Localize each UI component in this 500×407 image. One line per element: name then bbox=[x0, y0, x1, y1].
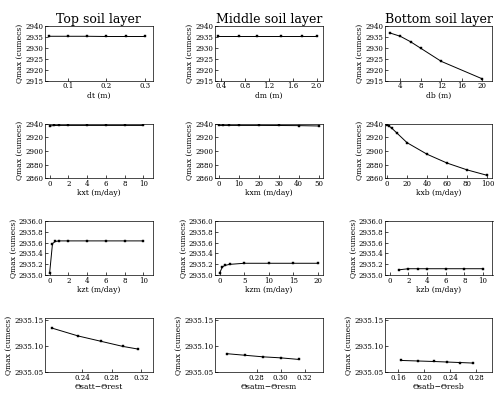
X-axis label: dt (m): dt (m) bbox=[87, 92, 110, 100]
X-axis label: db (m): db (m) bbox=[426, 92, 452, 100]
Y-axis label: Qmax (cumecs): Qmax (cumecs) bbox=[16, 24, 24, 83]
Y-axis label: Qmax (cumecs): Qmax (cumecs) bbox=[345, 315, 353, 375]
Y-axis label: Qmax (cumecs): Qmax (cumecs) bbox=[10, 219, 18, 278]
Y-axis label: Qmax (cumecs): Qmax (cumecs) bbox=[356, 24, 364, 83]
Title: Middle soil layer: Middle soil layer bbox=[216, 13, 322, 26]
X-axis label: kzb (m/day): kzb (m/day) bbox=[416, 286, 462, 294]
Y-axis label: Qmax (cumecs): Qmax (cumecs) bbox=[5, 315, 13, 375]
Y-axis label: Qmax (cumecs): Qmax (cumecs) bbox=[180, 219, 188, 278]
Y-axis label: Qmax (cumecs): Qmax (cumecs) bbox=[16, 121, 24, 180]
X-axis label: Θsatb−Θresb: Θsatb−Θresb bbox=[413, 383, 465, 391]
Y-axis label: Qmax (cumecs): Qmax (cumecs) bbox=[350, 219, 358, 278]
Y-axis label: Qmax (cumecs): Qmax (cumecs) bbox=[186, 121, 194, 180]
Y-axis label: Qmax (cumecs): Qmax (cumecs) bbox=[356, 121, 364, 180]
Y-axis label: Qmax (cumecs): Qmax (cumecs) bbox=[186, 24, 194, 83]
X-axis label: kzm (m/day): kzm (m/day) bbox=[245, 286, 292, 294]
X-axis label: kzt (m/day): kzt (m/day) bbox=[77, 286, 120, 294]
X-axis label: kxm (m/day): kxm (m/day) bbox=[245, 189, 292, 197]
X-axis label: Θsatt−Θrest: Θsatt−Θrest bbox=[74, 383, 123, 391]
X-axis label: kxb (m/day): kxb (m/day) bbox=[416, 189, 462, 197]
Y-axis label: Qmax (cumecs): Qmax (cumecs) bbox=[175, 315, 183, 375]
X-axis label: dm (m): dm (m) bbox=[255, 92, 282, 100]
Title: Top soil layer: Top soil layer bbox=[56, 13, 141, 26]
X-axis label: kxt (m/day): kxt (m/day) bbox=[77, 189, 120, 197]
X-axis label: Θsatm−Θresm: Θsatm−Θresm bbox=[240, 383, 297, 391]
Title: Bottom soil layer: Bottom soil layer bbox=[385, 13, 492, 26]
